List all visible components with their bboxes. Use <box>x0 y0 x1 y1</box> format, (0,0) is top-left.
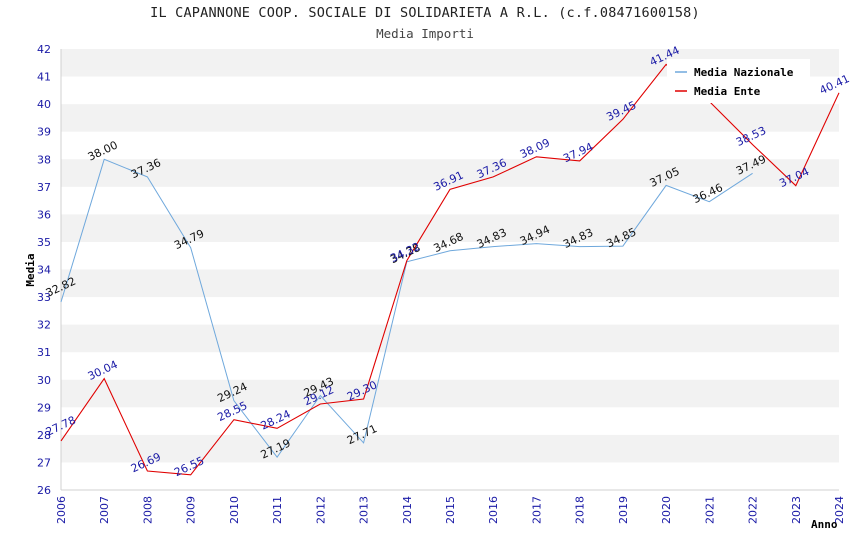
x-tick-label: 2017 <box>530 496 543 524</box>
y-tick-label: 32 <box>37 319 51 332</box>
x-tick-label: 2010 <box>228 496 241 524</box>
x-axis-label: Anno <box>811 518 838 531</box>
x-tick-label: 2013 <box>358 496 371 524</box>
y-tick-label: 38 <box>37 153 51 166</box>
y-tick-label: 39 <box>37 126 51 139</box>
x-tick-label: 2016 <box>487 496 500 524</box>
grid-band <box>61 214 839 242</box>
x-tick-label: 2023 <box>790 496 803 524</box>
grid-band <box>61 159 839 187</box>
y-tick-labels: 26 27 28 29 30 31 32 33 34 35 36 37 38 39 40 41 42 <box>37 43 51 497</box>
y-tick-label: 41 <box>37 71 51 84</box>
legend-background <box>667 59 810 103</box>
y-tick-label: 26 <box>37 484 51 497</box>
x-tick-label: 2022 <box>747 496 760 524</box>
y-tick-label: 34 <box>37 264 51 277</box>
x-tick-label: 2012 <box>314 496 327 524</box>
chart-subtitle: Media Importi <box>376 26 474 41</box>
data-label: 30.04 <box>86 358 120 383</box>
x-tick-label: 2018 <box>574 496 587 524</box>
y-tick-label: 42 <box>37 43 51 56</box>
y-tick-label: 36 <box>37 208 51 221</box>
x-tick-label: 2009 <box>185 496 198 524</box>
x-tick-label: 2020 <box>660 496 673 524</box>
y-tick-label: 27 <box>37 456 51 469</box>
y-tick-label: 30 <box>37 374 51 387</box>
x-tick-label: 2008 <box>141 496 154 524</box>
x-tick-label: 2014 <box>401 496 414 524</box>
y-tick-label: 29 <box>37 401 51 414</box>
legend-label-media-ente: Media Ente <box>694 85 761 98</box>
y-tick-label: 31 <box>37 346 51 359</box>
y-tick-label: 35 <box>37 236 51 249</box>
x-tick-label: 2006 <box>55 496 68 524</box>
y-tick-label: 37 <box>37 181 51 194</box>
data-label: 28.24 <box>259 408 293 433</box>
x-tick-labels: 2006 2007 2008 2009 2010 2011 2012 2013 2014 2015… <box>55 496 846 524</box>
grid-band <box>61 104 839 132</box>
grid-bands <box>61 49 839 463</box>
grid-band <box>61 434 839 463</box>
grid-band <box>61 324 839 353</box>
x-tick-label: 2021 <box>703 496 716 524</box>
grid-band <box>61 379 839 408</box>
grid-band <box>61 269 839 298</box>
y-tick-label: 33 <box>37 291 51 304</box>
series-line-media-nazionale <box>60 158 753 459</box>
data-label: 34.32 <box>388 240 422 265</box>
x-tick-label: 2015 <box>444 496 457 524</box>
y-tick-label: 40 <box>37 98 51 111</box>
x-tick-label: 2019 <box>617 496 630 524</box>
legend: Media Nazionale Media Ente <box>667 59 810 103</box>
y-axis-label: Media <box>24 253 37 286</box>
x-tick-label: 2024 <box>833 496 846 524</box>
x-tick-label: 2007 <box>98 496 111 524</box>
chart-title: IL CAPANNONE COOP. SOCIALE DI SOLIDARIET… <box>150 5 700 21</box>
axes <box>60 49 839 491</box>
x-tick-label: 2011 <box>271 496 284 524</box>
legend-label-media-nazionale: Media Nazionale <box>694 66 794 79</box>
y-tick-label: 28 <box>37 429 51 442</box>
